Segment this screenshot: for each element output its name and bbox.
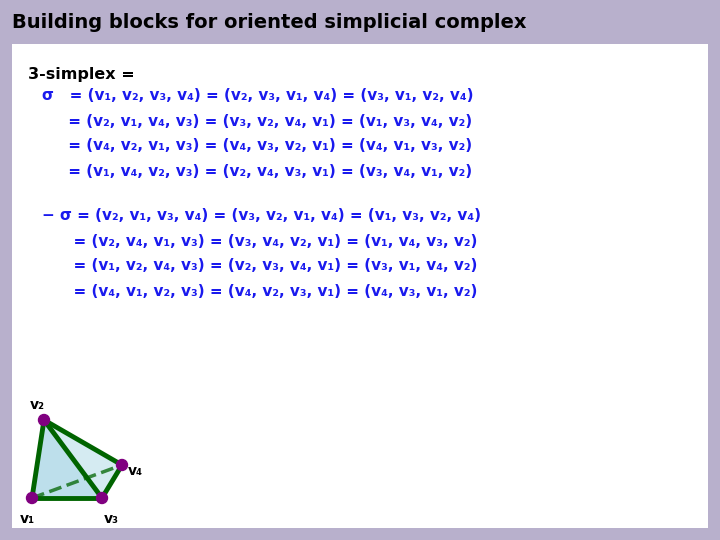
Circle shape (27, 492, 37, 503)
Text: v₁: v₁ (20, 512, 35, 526)
Text: 3-simplex =: 3-simplex = (28, 66, 135, 82)
Text: = (v₂, v₄, v₁, v₃) = (v₃, v₄, v₂, v₁) = (v₁, v₄, v₃, v₂): = (v₂, v₄, v₁, v₃) = (v₃, v₄, v₂, v₁) = … (42, 233, 477, 248)
Bar (12, 44, 708, 528)
Text: = (v₁, v₄, v₂, v₃) = (v₂, v₄, v₃, v₁) = (v₃, v₄, v₁, v₂): = (v₁, v₄, v₂, v₃) = (v₂, v₄, v₃, v₁) = … (42, 164, 472, 179)
Text: v₂: v₂ (30, 398, 45, 412)
Polygon shape (32, 420, 102, 498)
Polygon shape (44, 420, 122, 498)
Text: σ   = (v₁, v₂, v₃, v₄) = (v₂, v₃, v₁, v₄) = (v₃, v₁, v₂, v₄): σ = (v₁, v₂, v₃, v₄) = (v₂, v₃, v₁, v₄) … (42, 89, 474, 104)
Circle shape (38, 415, 50, 426)
Text: = (v₄, v₁, v₂, v₃) = (v₄, v₂, v₃, v₁) = (v₄, v₃, v₁, v₂): = (v₄, v₁, v₂, v₃) = (v₄, v₂, v₃, v₁) = … (42, 284, 477, 299)
Circle shape (96, 492, 107, 503)
Text: − σ = (v₂, v₁, v₃, v₄) = (v₃, v₂, v₁, v₄) = (v₁, v₃, v₂, v₄): − σ = (v₂, v₁, v₃, v₄) = (v₃, v₂, v₁, v₄… (42, 208, 481, 224)
Text: Building blocks for oriented simplicial complex: Building blocks for oriented simplicial … (12, 12, 526, 31)
Circle shape (117, 460, 127, 470)
Text: = (v₁, v₂, v₄, v₃) = (v₂, v₃, v₄, v₁) = (v₃, v₁, v₄, v₂): = (v₁, v₂, v₄, v₃) = (v₂, v₃, v₄, v₁) = … (42, 259, 477, 273)
Text: v₄: v₄ (128, 464, 143, 478)
Text: = (v₂, v₁, v₄, v₃) = (v₃, v₂, v₄, v₁) = (v₁, v₃, v₄, v₂): = (v₂, v₁, v₄, v₃) = (v₃, v₂, v₄, v₁) = … (42, 113, 472, 129)
Text: = (v₄, v₂, v₁, v₃) = (v₄, v₃, v₂, v₁) = (v₄, v₁, v₃, v₂): = (v₄, v₂, v₁, v₃) = (v₄, v₃, v₂, v₁) = … (42, 138, 472, 153)
Bar (0, 0, 720, 44)
Text: v₃: v₃ (104, 512, 119, 526)
